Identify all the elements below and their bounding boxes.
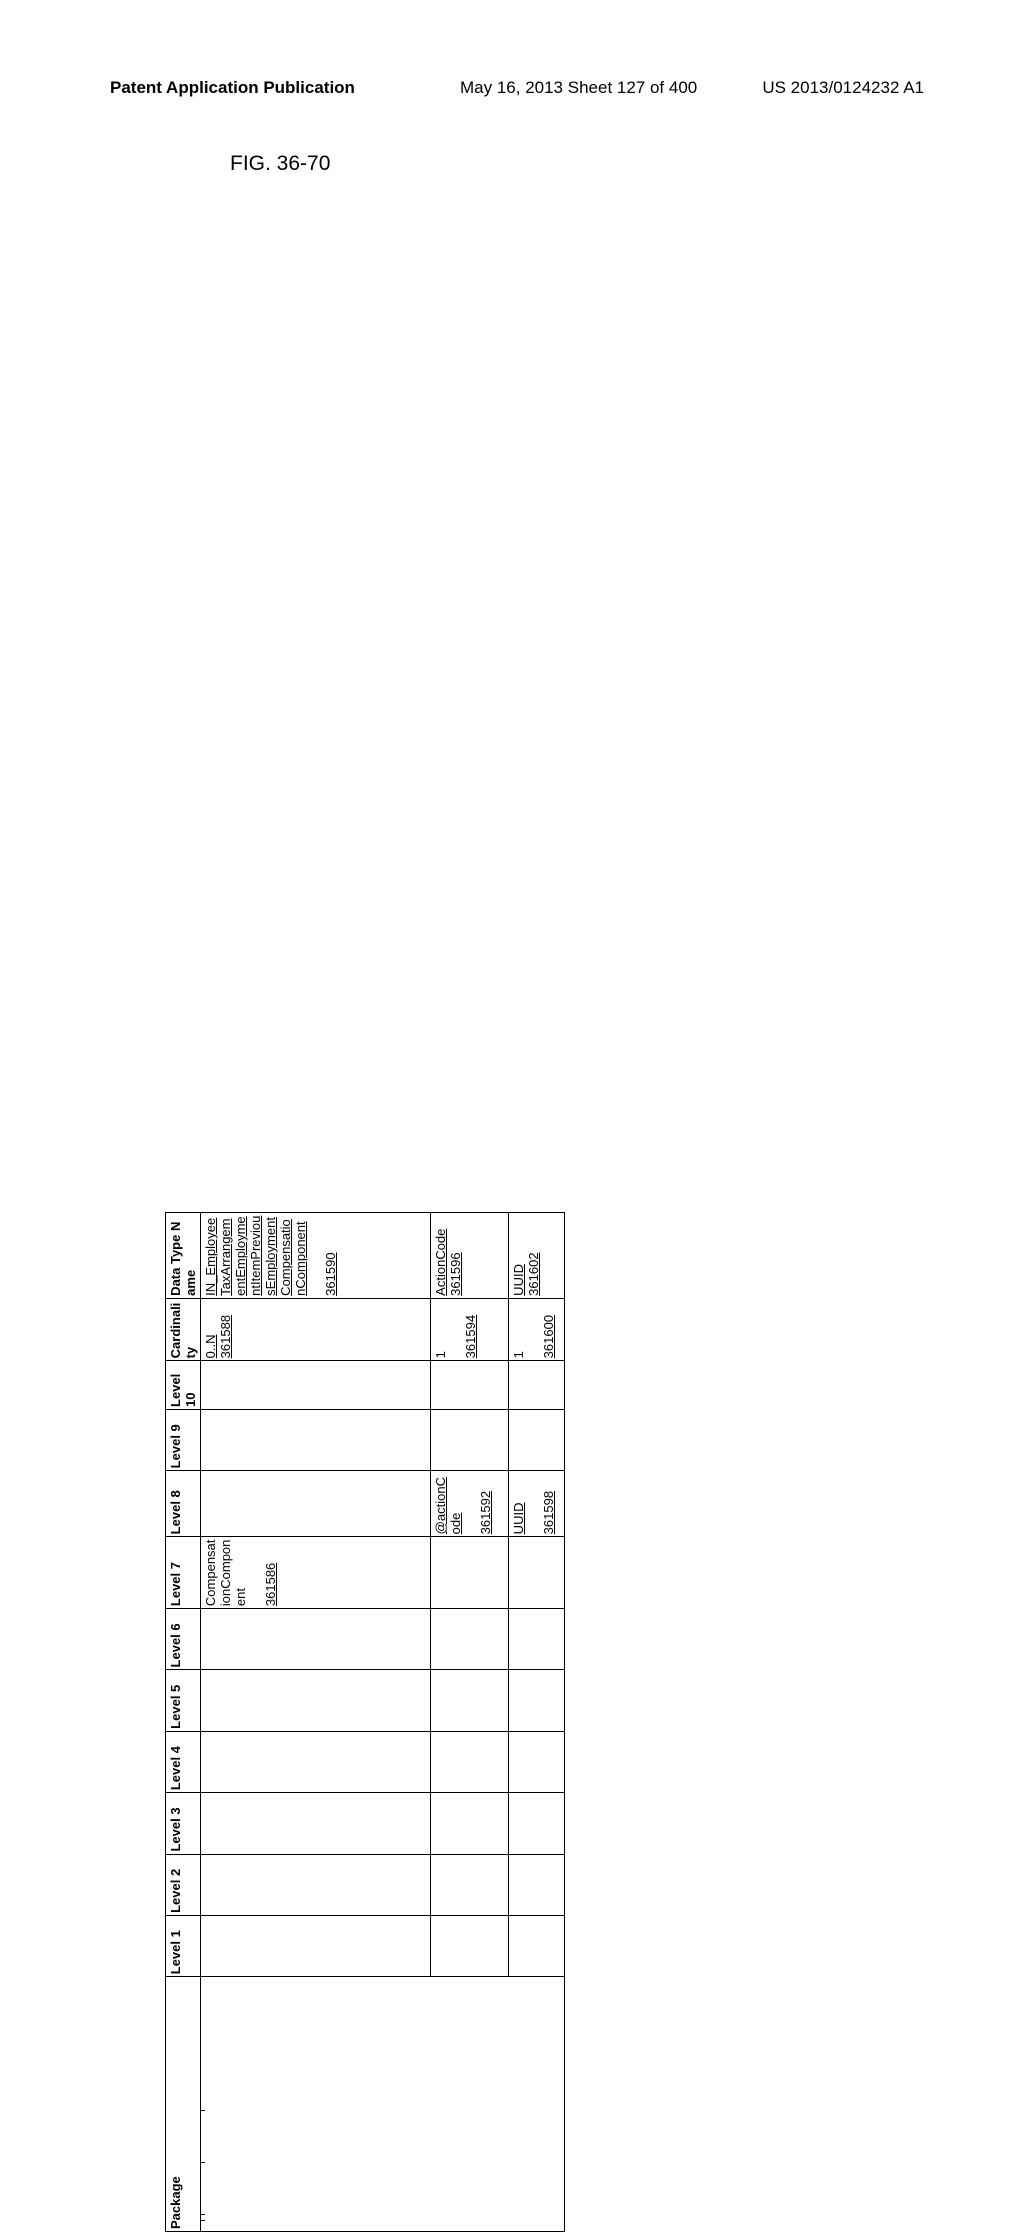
cell-text: 1 bbox=[511, 1351, 526, 1358]
header-right: US 2013/0124232 A1 bbox=[762, 78, 924, 98]
cell-dtn: IN_EmployeeTaxArrangementEmploymentItemP… bbox=[201, 1213, 431, 1299]
cell-text: IN_EmployeeTaxArrangementEmploymentItemP… bbox=[203, 1216, 308, 1296]
cell-text: @actionCode bbox=[433, 1477, 463, 1534]
cell-l4 bbox=[509, 1731, 565, 1792]
cell-l2 bbox=[509, 1854, 565, 1915]
cell-l9 bbox=[509, 1409, 565, 1470]
header-left: Patent Application Publication bbox=[110, 78, 355, 97]
cell-l9 bbox=[431, 1409, 509, 1470]
cell-l4 bbox=[431, 1731, 509, 1792]
cell-ref: 361594 bbox=[463, 1315, 478, 1358]
cell-l3 bbox=[201, 1793, 431, 1854]
cell-ref: 361600 bbox=[541, 1315, 556, 1358]
cell-l6 bbox=[509, 1609, 565, 1670]
cell-l5 bbox=[201, 1670, 431, 1731]
cell-l1 bbox=[431, 1915, 509, 1976]
col-level4: Level 4 bbox=[166, 1731, 201, 1792]
cell-text: ActionCode bbox=[433, 1229, 448, 1296]
cell-l2 bbox=[201, 1854, 431, 1915]
cell-l7: CompensationComponent 361586 bbox=[201, 1537, 431, 1609]
cell-l2 bbox=[431, 1854, 509, 1915]
header-center: May 16, 2013 Sheet 127 of 400 bbox=[460, 78, 697, 98]
col-datatypename: Data Type Name bbox=[166, 1213, 201, 1299]
table-header-row: Package Level 1 Level 2 Level 3 Level 4 … bbox=[166, 1213, 201, 2232]
cell-ref: 361592 bbox=[478, 1491, 493, 1534]
table-body: CompensationComponent 361586 0..N 361588… bbox=[201, 1213, 565, 2232]
col-package: Package bbox=[166, 1977, 201, 2232]
cell-ref: 361596 bbox=[448, 1252, 463, 1295]
col-level3: Level 3 bbox=[166, 1793, 201, 1854]
page: Patent Application Publication May 16, 2… bbox=[0, 0, 1024, 1320]
cell-l5 bbox=[509, 1670, 565, 1731]
cell-l10 bbox=[431, 1361, 509, 1410]
cell-text: UUID bbox=[511, 1503, 526, 1535]
col-level6: Level 6 bbox=[166, 1609, 201, 1670]
col-level5: Level 5 bbox=[166, 1670, 201, 1731]
cell-text: 1 bbox=[433, 1351, 448, 1358]
cell-card: 1 361600 bbox=[509, 1298, 565, 1361]
cell-l9 bbox=[201, 1409, 431, 1470]
schema-table: Package Level 1 Level 2 Level 3 Level 4 … bbox=[165, 1212, 565, 2232]
rotated-table-wrapper: Package Level 1 Level 2 Level 3 Level 4 … bbox=[165, 1212, 865, 2232]
col-level9: Level 9 bbox=[166, 1409, 201, 1470]
cell-ref: 361586 bbox=[263, 1563, 278, 1606]
col-level1: Level 1 bbox=[166, 1915, 201, 1976]
cell-text: UUID bbox=[511, 1264, 526, 1296]
cell-l7 bbox=[431, 1537, 509, 1609]
cell-ref: 361588 bbox=[218, 1315, 233, 1358]
col-level10: Level 10 bbox=[166, 1361, 201, 1410]
col-level8: Level 8 bbox=[166, 1471, 201, 1537]
cell-l5 bbox=[431, 1670, 509, 1731]
cell-l1 bbox=[201, 1915, 431, 1976]
cell-l8: UUID 361598 bbox=[509, 1471, 565, 1537]
page-header: Patent Application Publication May 16, 2… bbox=[110, 78, 924, 98]
cell-dtn: ActionCode 361596 bbox=[431, 1213, 509, 1299]
cell-text: 0..N bbox=[203, 1334, 218, 1358]
col-level2: Level 2 bbox=[166, 1854, 201, 1915]
cell-card: 0..N 361588 bbox=[201, 1298, 431, 1361]
cell-package bbox=[201, 1977, 565, 2232]
cell-dtn: UUID 361602 bbox=[509, 1213, 565, 1299]
cell-l6 bbox=[201, 1609, 431, 1670]
cell-l10 bbox=[201, 1361, 431, 1410]
cell-l7 bbox=[509, 1537, 565, 1609]
cell-l3 bbox=[431, 1793, 509, 1854]
cell-l4 bbox=[201, 1731, 431, 1792]
cell-card: 1 361594 bbox=[431, 1298, 509, 1361]
figure-label: FIG. 36-70 bbox=[230, 152, 330, 176]
table-row: CompensationComponent 361586 0..N 361588… bbox=[201, 1213, 431, 2232]
cell-l8: @actionCode 361592 bbox=[431, 1471, 509, 1537]
cell-l10 bbox=[509, 1361, 565, 1410]
cell-ref: 361602 bbox=[526, 1252, 541, 1295]
cell-ref: 361590 bbox=[323, 1252, 338, 1295]
cell-l1 bbox=[509, 1915, 565, 1976]
cell-l8 bbox=[201, 1471, 431, 1537]
cell-text: CompensationComponent bbox=[203, 1540, 248, 1607]
cell-ref: 361598 bbox=[541, 1491, 556, 1534]
col-level7: Level 7 bbox=[166, 1537, 201, 1609]
cell-l3 bbox=[509, 1793, 565, 1854]
cell-l6 bbox=[431, 1609, 509, 1670]
col-cardinality: Cardinality bbox=[166, 1298, 201, 1361]
